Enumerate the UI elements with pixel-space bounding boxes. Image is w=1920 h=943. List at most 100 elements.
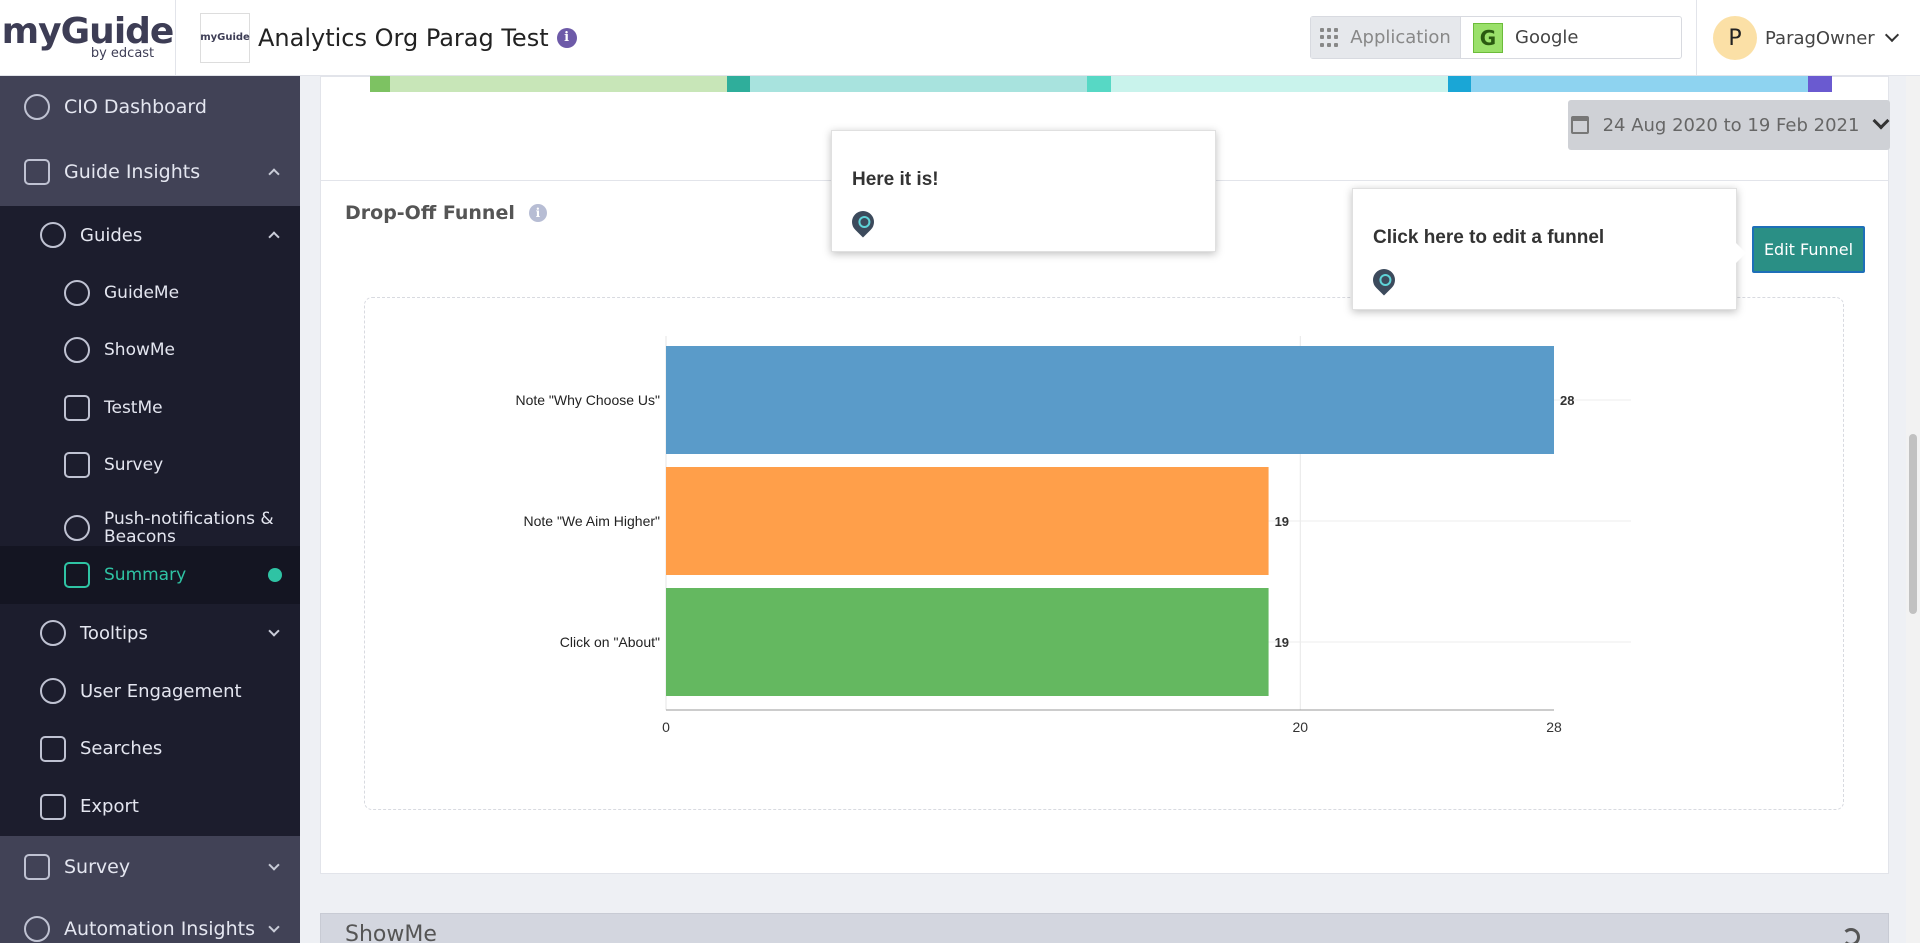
bar-category-label: Note "We Aim Higher": [523, 513, 660, 529]
binoculars-icon: [64, 337, 90, 363]
bar-value-label: 19: [1275, 514, 1289, 529]
x-tick-label: 0: [662, 719, 670, 735]
sidebar-item-guides[interactable]: Guides: [0, 206, 300, 264]
sidebar-item-guideme[interactable]: GuideMe: [0, 264, 300, 321]
tooltip-shapes-icon: [40, 620, 66, 646]
funnel-section-title: Drop-Off Funnel i: [345, 202, 547, 224]
flow-segment: [1471, 76, 1809, 92]
sidebar-item-export[interactable]: Export: [0, 777, 300, 836]
bar-value-label: 19: [1275, 635, 1289, 650]
funnel-bar: [666, 467, 1269, 575]
flow-segment: [389, 76, 727, 92]
sidebar-item-label: Survey: [64, 856, 131, 878]
application-selector[interactable]: Application G Google: [1310, 16, 1682, 59]
flow-segment: [1808, 76, 1832, 92]
funnel-chart-container: Note "Why Choose Us" 28 Note "We Aim Highe…: [364, 297, 1844, 810]
org-logo: myGuide: [200, 12, 250, 63]
compass-icon: [40, 222, 66, 248]
sidebar-item-showme[interactable]: ShowMe: [0, 321, 300, 379]
info-icon[interactable]: i: [528, 204, 547, 222]
top-header: myGuide by edcast myGuide Analytics Org …: [0, 0, 1920, 76]
export-icon: [40, 793, 66, 820]
tooltip-arrow: [1736, 243, 1746, 263]
application-label: Application: [1350, 27, 1451, 48]
application-value: Google: [1515, 27, 1579, 48]
push-label-line2: Beacons: [104, 527, 176, 547]
sidebar-item-label: Push-notifications & Beacons: [104, 510, 274, 546]
tooltip-text: Here it is!: [852, 169, 939, 190]
user-menu[interactable]: P ParagOwner: [1696, 0, 1899, 76]
flow-segment: [1110, 76, 1448, 92]
search-document-icon: [40, 735, 66, 762]
tooltip-edit-funnel[interactable]: Click here to edit a funnel: [1352, 188, 1746, 310]
sidebar-item-summary[interactable]: Summary: [0, 546, 300, 604]
org-info: myGuide Analytics Org Parag Test i: [200, 12, 577, 63]
sidebar-item-guide-insights[interactable]: Guide Insights: [0, 138, 300, 206]
bar-category-label: Click on "About": [560, 634, 660, 650]
calendar-icon: [1570, 116, 1589, 134]
sidebar-item-label: Guides: [80, 224, 143, 246]
info-icon[interactable]: i: [556, 27, 577, 48]
refresh-icon[interactable]: [1842, 928, 1860, 943]
sidebar-item-automation-insights[interactable]: Automation Insights: [0, 898, 300, 943]
sidebar-item-label: ShowMe: [104, 340, 175, 360]
grid-icon: [1320, 27, 1340, 48]
sidebar-item-searches[interactable]: Searches: [0, 720, 300, 777]
showme-section-card: [320, 913, 1889, 943]
sidebar-item-label: User Engagement: [80, 680, 242, 702]
edit-funnel-button[interactable]: Edit Funnel: [1752, 226, 1865, 273]
guide-pin-icon: [847, 206, 879, 238]
date-range-picker[interactable]: 24 Aug 2020 to 19 Feb 2021: [1568, 100, 1890, 150]
funnel-title-text: Drop-Off Funnel: [345, 202, 515, 224]
sidebar-item-survey[interactable]: Survey: [0, 836, 300, 898]
active-indicator-dot: [268, 568, 282, 582]
bar-chart-icon: [24, 159, 50, 185]
logo-sub-text: by edcast: [90, 46, 155, 61]
survey-form-icon: [24, 854, 50, 880]
compass-icon: [64, 279, 90, 306]
logo-main-text: myGuide: [1, 11, 175, 52]
user-name: ParagOwner: [1765, 27, 1875, 49]
sidebar-item-testme[interactable]: TestMe: [0, 379, 300, 436]
chevron-down-icon: [1872, 112, 1890, 130]
sidebar-item-label: Tooltips: [80, 622, 148, 644]
sidebar-item-label: Survey: [104, 454, 164, 475]
avatar: P: [1713, 16, 1757, 60]
chevron-up-icon: [268, 231, 280, 243]
x-tick-label: 20: [1292, 719, 1308, 735]
tooltip-text: Click here to edit a funnel: [1373, 227, 1605, 248]
application-value-box[interactable]: G Google: [1461, 17, 1578, 58]
sidebar-item-user-engagement[interactable]: User Engagement: [0, 662, 300, 720]
application-label-box: Application: [1311, 17, 1461, 58]
sidebar-item-label: Export: [80, 796, 139, 817]
chevron-down-icon: [268, 859, 280, 871]
guide-pin-icon: [1368, 264, 1400, 296]
chevron-down-icon: [268, 921, 280, 933]
clipboard-list-icon: [64, 562, 90, 588]
date-range-text: 24 Aug 2020 to 19 Feb 2021: [1602, 114, 1860, 136]
dashboard-gauge-icon: [24, 94, 50, 120]
sidebar-item-label: Searches: [80, 738, 163, 759]
funnel-bar: [666, 346, 1554, 454]
sidebar-item-survey-guides[interactable]: Survey: [0, 436, 300, 493]
sidebar-item-label: GuideMe: [104, 282, 180, 303]
x-tick-label: 28: [1546, 719, 1562, 735]
sidebar-item-label: CIO Dashboard: [64, 96, 207, 118]
chevron-down-icon: [268, 625, 280, 637]
google-app-icon: G: [1473, 22, 1503, 53]
flow-segment: [1087, 76, 1111, 92]
sidebar-item-label: TestMe: [104, 397, 163, 418]
flow-strip: [370, 76, 1832, 92]
sidebar-item-tooltips[interactable]: Tooltips: [0, 604, 300, 662]
scrollbar-thumb[interactable]: [1909, 434, 1917, 614]
myguide-logo[interactable]: myGuide by edcast: [0, 0, 176, 76]
push-label-line1: Push-notifications &: [104, 509, 274, 529]
tooltip-here-it-is[interactable]: Here it is!: [831, 130, 1216, 252]
funnel-chart: Note "Why Choose Us" 28 Note "We Aim Highe…: [515, 336, 1631, 735]
clipboard-icon: [64, 394, 90, 421]
flow-segment: [726, 76, 751, 92]
sidebar-item-cio-dashboard[interactable]: CIO Dashboard: [0, 76, 300, 138]
page-scrollbar[interactable]: [1906, 76, 1920, 943]
sidebar: CIO Dashboard Guide Insights Guides Guid…: [0, 76, 300, 943]
sidebar-item-label: Guide Insights: [64, 161, 201, 183]
